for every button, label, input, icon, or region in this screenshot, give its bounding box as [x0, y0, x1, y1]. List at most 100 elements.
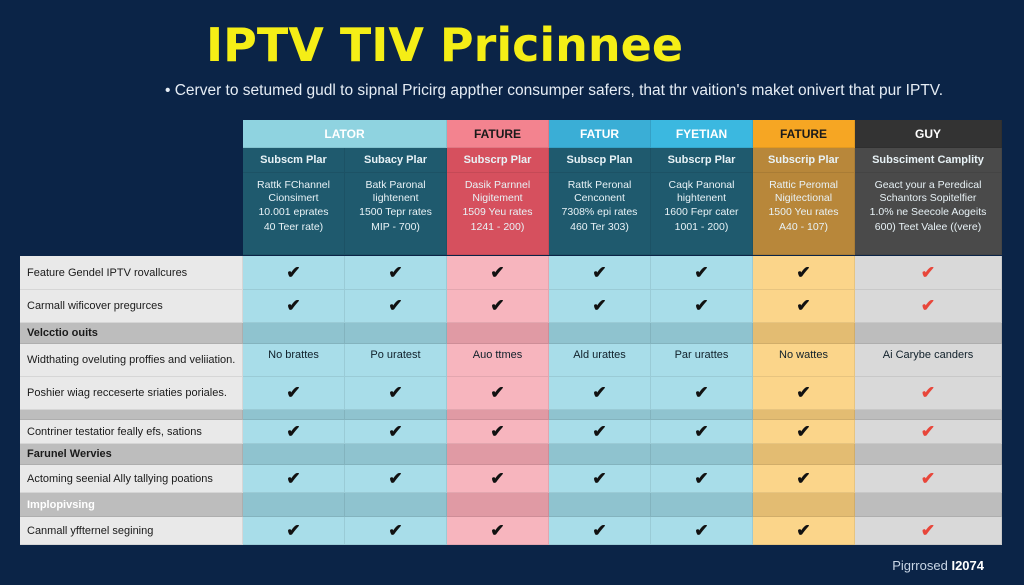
check-icon: ✔ [549, 517, 651, 545]
column-header: GUY [855, 120, 1002, 148]
plan-description: Rattk Peronal Cenconent 7308% epi rates 46… [549, 173, 651, 255]
plan-desc-line: Batk Paronal Iightenent [365, 179, 426, 204]
section-cell [549, 493, 651, 517]
section-cell [345, 444, 447, 465]
check-icon: ✔ [345, 256, 447, 290]
check-icon: ✔ [345, 465, 447, 493]
section-cell [243, 493, 345, 517]
plan-desc-line: 1500 Yeu rates [768, 206, 839, 218]
check-icon: ✔ [345, 377, 447, 410]
plan-desc-line: 1600 Fepr cater [664, 206, 739, 218]
feature-label: Contriner testatior feally efs, sations [20, 420, 243, 444]
check-icon: ✔ [447, 517, 549, 545]
section-cell [447, 323, 549, 344]
page-title: IPTV TIV Pricinnee [206, 18, 684, 72]
section-cell [855, 323, 1002, 344]
check-icon: ✔ [243, 420, 345, 444]
check-icon: ✔ [855, 517, 1002, 545]
section-label [20, 410, 243, 420]
check-icon: ✔ [855, 465, 1002, 493]
check-icon: ✔ [345, 290, 447, 323]
plan-description: Rattic Peromal Nigitectional 1500 Yeu rat… [753, 173, 855, 255]
check-icon: ✔ [243, 290, 345, 323]
section-cell [447, 493, 549, 517]
feature-value: Po uratest [345, 344, 447, 377]
footer-year: I2074 [951, 558, 984, 573]
check-icon: ✔ [345, 420, 447, 444]
feature-label: Feature Gendel IPTV rovallcures [20, 256, 243, 290]
check-icon: ✔ [243, 377, 345, 410]
column-header: FATUR [549, 120, 651, 148]
plan-description: Dasik Parnnel Nigitement 1509 Yeu rates 12… [447, 173, 549, 255]
feature-label: Canmall yffternel segining [20, 517, 243, 545]
plan-description: Caqk Panonal hightenent 1600 Fepr cater 10… [651, 173, 753, 255]
section-cell [753, 410, 855, 420]
section-label: Farunel Wervies [20, 444, 243, 465]
section-cell [447, 444, 549, 465]
check-icon: ✔ [651, 517, 753, 545]
check-icon: ✔ [753, 256, 855, 290]
plan-description: Geact your a Peredical Schantors Sopitel… [855, 173, 1002, 255]
check-icon: ✔ [753, 290, 855, 323]
feature-value: No wattes [753, 344, 855, 377]
section-cell [345, 323, 447, 344]
section-cell [855, 410, 1002, 420]
section-cell [855, 493, 1002, 517]
plan-desc-line: 1500 Tepr rates [359, 206, 432, 218]
check-icon: ✔ [243, 517, 345, 545]
section-cell [651, 410, 753, 420]
plan-desc-line: Caqk Panonal hightenent [668, 179, 735, 204]
plan-desc-line: 600) Teet Valee ((vere) [874, 220, 982, 233]
check-icon: ✔ [855, 256, 1002, 290]
check-icon: ✔ [651, 377, 753, 410]
check-icon: ✔ [447, 420, 549, 444]
plan-description: Rattk FChannel Cionsimert 10.001 eprates 4… [243, 173, 345, 255]
section-cell [549, 444, 651, 465]
plan-desc-line: MIP - 700) [371, 220, 420, 233]
footer-text: Pigrrosed [892, 558, 948, 573]
check-icon: ✔ [753, 517, 855, 545]
feature-value: Ai Carybe canders [855, 344, 1002, 377]
section-cell [549, 410, 651, 420]
plan-name: Subscrip Plar [753, 148, 855, 173]
feature-value: Auo ttmes [447, 344, 549, 377]
footer: Pigrrosed I2074 [892, 558, 984, 573]
plan-desc-line: 1241 - 200) [470, 220, 525, 233]
check-icon: ✔ [447, 256, 549, 290]
feature-label: Carmall wificover pregurces [20, 290, 243, 323]
plan-desc-line: 1001 - 200) [674, 220, 729, 233]
plan-desc-line: Rattk FChannel Cionsimert [257, 179, 330, 204]
check-icon: ✔ [651, 256, 753, 290]
section-cell [651, 444, 753, 465]
plan-name: Subscm Plar [243, 148, 345, 173]
subtitle: • Cerver to setumed gudl to sipnal Prici… [165, 82, 944, 99]
check-icon: ✔ [345, 517, 447, 545]
plan-desc-line: Rattic Peromal Nigitectional [769, 179, 838, 204]
plan-desc-line: 1509 Yeu rates [462, 206, 533, 218]
section-label: Implopivsing [20, 493, 243, 517]
check-icon: ✔ [243, 256, 345, 290]
section-cell [855, 444, 1002, 465]
plan-description: Batk Paronal Iightenent 1500 Tepr rates MI… [345, 173, 447, 255]
plan-desc-line: Rattk Peronal Cenconent [567, 179, 632, 204]
check-icon: ✔ [447, 465, 549, 493]
check-icon: ✔ [651, 290, 753, 323]
feature-value: Ald urattes [549, 344, 651, 377]
check-icon: ✔ [549, 420, 651, 444]
section-cell [753, 323, 855, 344]
check-icon: ✔ [855, 420, 1002, 444]
plan-desc-line: 460 Ter 303) [570, 220, 629, 233]
section-cell [651, 493, 753, 517]
feature-value: Par urattes [651, 344, 753, 377]
column-header: FATURE [447, 120, 549, 148]
plan-desc-line: 40 Teer rate) [263, 220, 324, 233]
column-header: LATOR [243, 120, 447, 148]
plan-desc-line: 10.001 eprates [258, 206, 329, 218]
section-cell [651, 323, 753, 344]
section-cell [549, 323, 651, 344]
section-cell [243, 410, 345, 420]
feature-value: No brattes [243, 344, 345, 377]
check-icon: ✔ [855, 290, 1002, 323]
check-icon: ✔ [447, 290, 549, 323]
plan-name: Subsciment Camplity [855, 148, 1002, 173]
